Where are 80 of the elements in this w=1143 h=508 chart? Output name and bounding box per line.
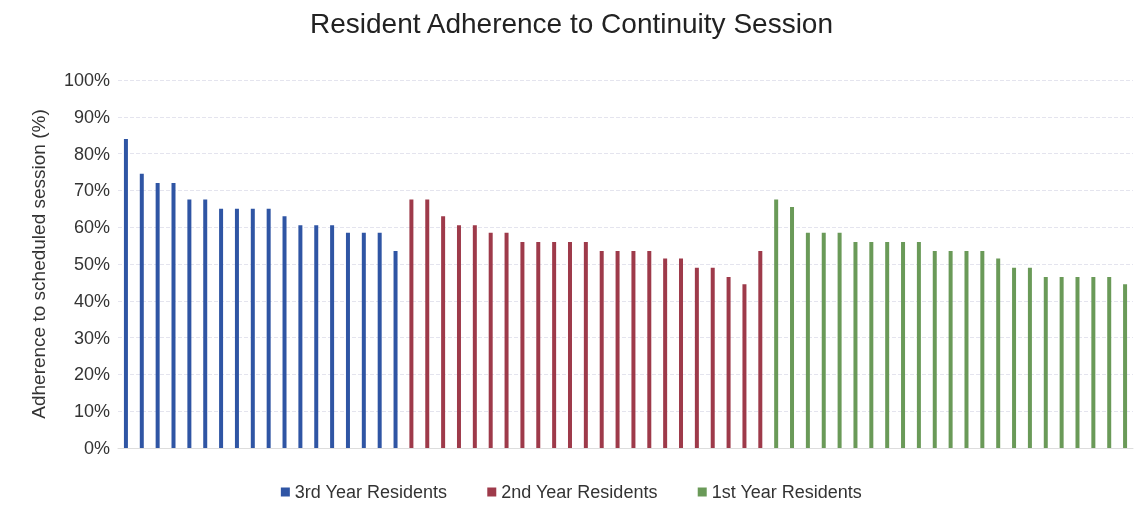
y-tick-label: 30% xyxy=(73,327,110,348)
bar xyxy=(948,251,953,448)
bar xyxy=(964,251,969,448)
y-tick-label: 90% xyxy=(73,106,110,127)
bar xyxy=(679,258,684,448)
bar xyxy=(647,251,652,448)
bar xyxy=(1012,267,1017,448)
bar xyxy=(266,208,271,448)
legend-label: 3rd Year Residents xyxy=(294,482,447,502)
bar xyxy=(504,232,509,448)
y-tick-label: 100% xyxy=(63,70,110,90)
bar xyxy=(488,232,493,448)
bar xyxy=(853,241,858,448)
bar xyxy=(1107,276,1112,448)
chart-title: Resident Adherence to Continuity Session xyxy=(310,7,833,39)
bar xyxy=(187,199,192,448)
bar xyxy=(441,216,446,448)
y-tick-label: 0% xyxy=(83,438,110,458)
y-tick-label: 70% xyxy=(73,180,110,201)
bar xyxy=(901,241,906,448)
bar xyxy=(694,267,699,448)
y-tick-label: 40% xyxy=(73,290,110,311)
bar xyxy=(552,241,557,448)
bar xyxy=(361,232,366,448)
bar xyxy=(663,258,668,448)
bar xyxy=(520,241,525,448)
bar xyxy=(425,199,430,448)
y-tick-label: 60% xyxy=(73,217,110,238)
y-tick-label: 10% xyxy=(73,401,110,422)
y-tick-label: 80% xyxy=(73,143,110,164)
bar xyxy=(869,241,874,448)
bar xyxy=(472,225,477,448)
bar xyxy=(377,232,382,448)
bar xyxy=(805,232,810,448)
bar xyxy=(171,183,176,448)
bar xyxy=(710,267,715,448)
bar xyxy=(203,199,208,448)
bar xyxy=(314,225,319,448)
bar xyxy=(885,241,890,448)
bar xyxy=(916,241,921,448)
bar xyxy=(536,241,541,448)
bar xyxy=(139,173,144,448)
y-tick-label: 50% xyxy=(73,254,110,274)
bar xyxy=(742,284,747,448)
bar xyxy=(774,199,779,448)
bar xyxy=(790,206,795,448)
bar xyxy=(393,251,398,448)
bar xyxy=(234,208,239,448)
y-axis-title: Adherence to scheduled session (%) xyxy=(28,109,49,419)
bar xyxy=(631,251,636,448)
bar xyxy=(837,232,842,448)
bar xyxy=(599,251,604,448)
legend-label: 2nd Year Residents xyxy=(501,482,658,502)
bar xyxy=(726,276,731,448)
bar xyxy=(1123,284,1128,448)
bar xyxy=(1075,276,1080,448)
bar xyxy=(821,232,826,448)
bar xyxy=(1027,267,1032,448)
bar xyxy=(298,225,303,448)
bar xyxy=(330,225,335,448)
bar xyxy=(615,251,620,448)
bar xyxy=(996,258,1001,448)
bar xyxy=(758,251,763,448)
bar xyxy=(1091,276,1096,448)
bar xyxy=(1043,276,1048,448)
bar xyxy=(980,251,985,448)
bar xyxy=(345,232,350,448)
bar xyxy=(250,208,255,448)
bar xyxy=(155,183,160,448)
bar xyxy=(456,225,461,448)
bar xyxy=(219,208,224,448)
y-tick-label: 20% xyxy=(73,364,110,385)
bar xyxy=(567,241,572,448)
legend-label: 1st Year Residents xyxy=(711,482,862,502)
bar xyxy=(583,241,588,448)
bar xyxy=(1059,276,1064,448)
bar xyxy=(932,251,937,448)
bar xyxy=(409,199,414,448)
bar xyxy=(123,138,128,448)
bar xyxy=(282,216,287,448)
